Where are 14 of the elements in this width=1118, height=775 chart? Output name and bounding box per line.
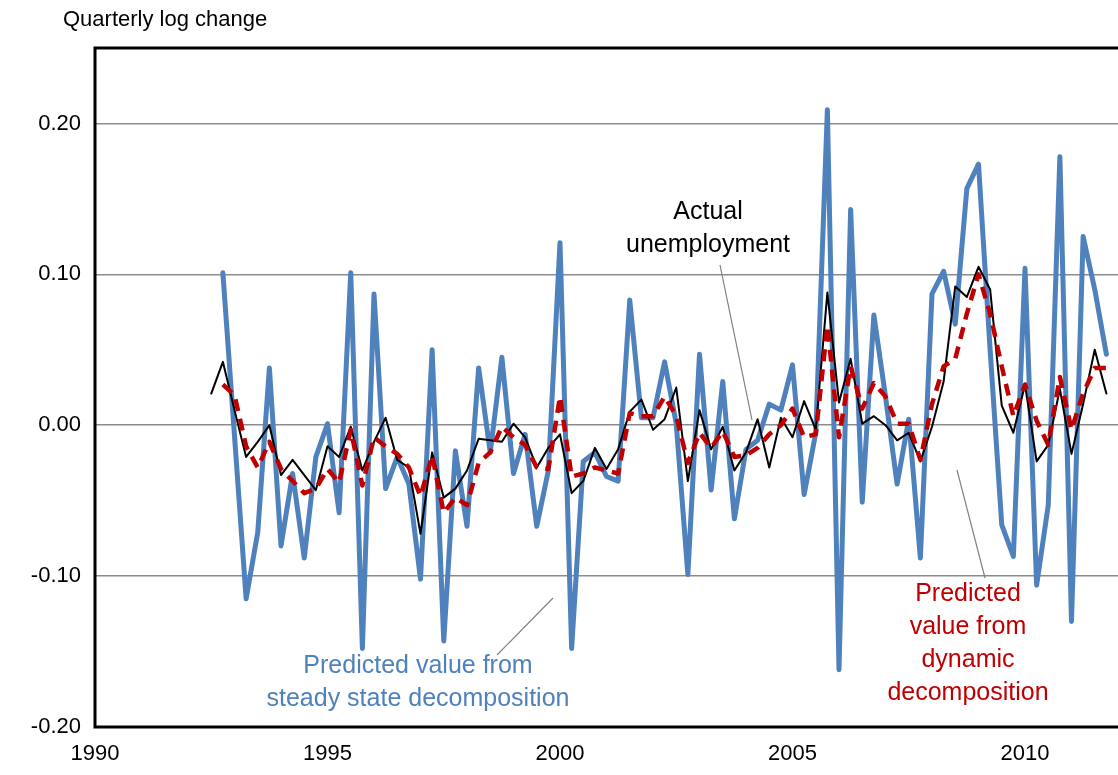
y-axis-title: Quarterly log change [63,6,268,32]
y-tick-label: 0.10 [38,260,81,286]
x-tick-label: 2000 [535,740,585,766]
series-label: Predicted value from steady state decomposition [266,650,570,712]
y-tick-label: -0.20 [30,713,81,739]
text: Predicted value from dynamic decomposition [887,578,1049,706]
y-tick-label: 0.00 [38,411,81,437]
x-tick-label: 1995 [303,740,352,766]
x-tick-label: 1990 [70,740,120,766]
text: Actual unemployment [626,196,791,258]
y-tick-label: 0.20 [38,109,81,135]
x-tick-label: 2010 [1000,740,1050,766]
x-tick-label: 2005 [768,740,817,766]
y-tick-label: -0.10 [30,562,81,588]
